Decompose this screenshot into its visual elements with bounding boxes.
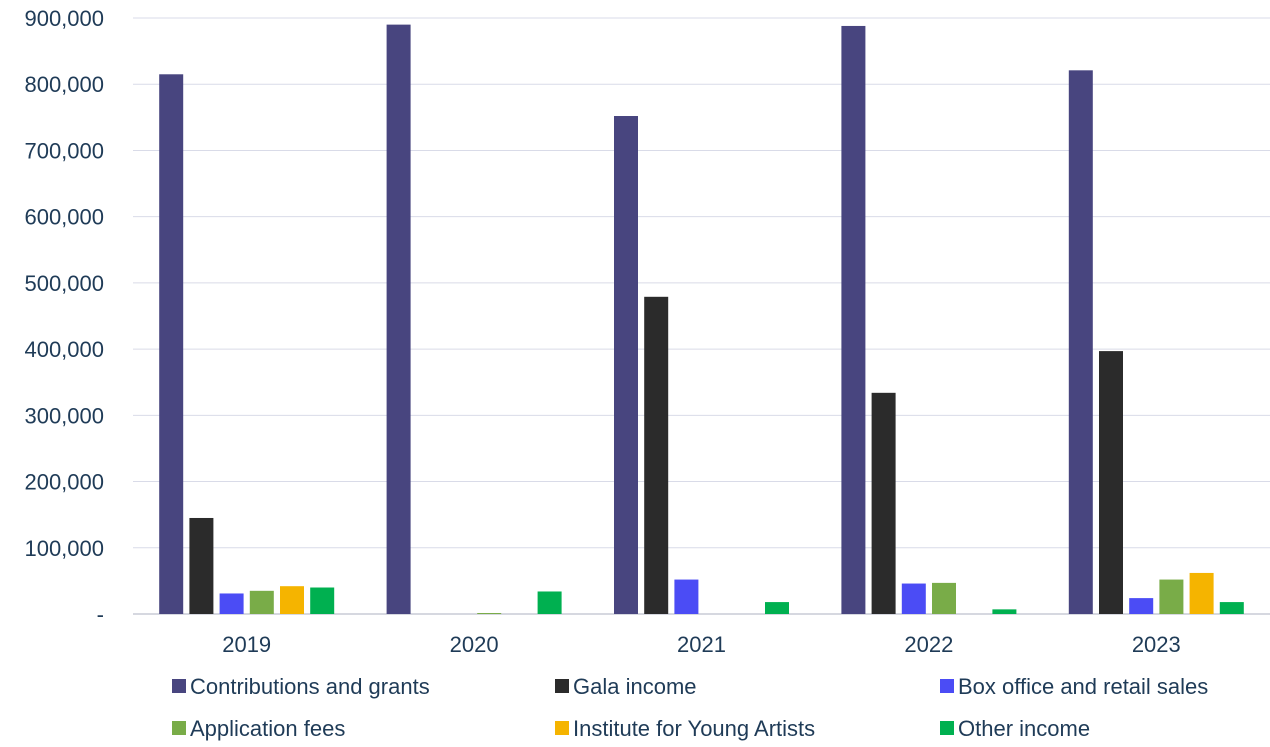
legend-swatch	[172, 679, 186, 693]
bar-2021-contributions-and-grants	[614, 116, 638, 614]
legend-item: Institute for Young Artists	[555, 716, 815, 741]
legend-label: Box office and retail sales	[958, 674, 1208, 699]
legend-item: Contributions and grants	[172, 674, 430, 699]
y-tick-label: 500,000	[24, 271, 104, 296]
y-tick-label: 200,000	[24, 470, 104, 495]
bar-2023-box-office-and-retail-sales	[1129, 598, 1154, 614]
legend-item: Gala income	[555, 674, 697, 699]
bar-2023-other-income	[1219, 602, 1244, 614]
bar-2022-application-fees	[932, 582, 956, 614]
legend-swatch	[940, 721, 954, 735]
y-tick-label: 100,000	[24, 536, 104, 561]
legend-label: Contributions and grants	[190, 674, 430, 699]
bars	[159, 24, 1244, 615]
y-tick-label: 700,000	[24, 138, 104, 163]
x-tick-label: 2020	[450, 632, 499, 657]
bar-2019-other-income	[310, 587, 335, 614]
bar-2022-box-office-and-retail-sales	[901, 583, 926, 614]
legend-item: Box office and retail sales	[940, 674, 1208, 699]
bar-2023-institute-for-young-artists	[1189, 572, 1214, 614]
bar-2021-box-office-and-retail-sales	[674, 579, 699, 614]
bar-2019-gala-income	[189, 517, 214, 614]
legend-label: Application fees	[190, 716, 345, 741]
y-tick-label: 300,000	[24, 403, 104, 428]
bar-2020-other-income	[537, 591, 562, 614]
bar-2020-contributions-and-grants	[386, 24, 411, 615]
bar-2022-contributions-and-grants	[841, 25, 866, 614]
y-axis-ticks: - 100,000 200,000 300,000 400,000 500,000 600,…	[24, 6, 104, 627]
bar-2019-application-fees	[249, 590, 274, 614]
bar-2019-contributions-and-grants	[159, 74, 184, 615]
legend-label: Other income	[958, 716, 1090, 741]
bar-2020-application-fees	[477, 613, 502, 614]
y-tick-label: -	[97, 602, 104, 627]
legend-item: Application fees	[172, 716, 345, 741]
bar-2023-application-fees	[1159, 579, 1184, 614]
x-axis-ticks: 2019 2020 2021 2022 2023	[222, 632, 1181, 657]
x-tick-label: 2022	[904, 632, 953, 657]
legend-swatch	[940, 679, 954, 693]
bar-2023-contributions-and-grants	[1068, 70, 1093, 614]
legend-item: Other income	[940, 716, 1090, 741]
x-tick-label: 2021	[677, 632, 726, 657]
bar-2019-box-office-and-retail-sales	[219, 593, 244, 614]
bar-2019-institute-for-young-artists	[280, 586, 304, 614]
legend-label: Institute for Young Artists	[573, 716, 815, 741]
bar-2022-gala-income	[871, 392, 896, 614]
legend-label: Gala income	[573, 674, 697, 699]
x-tick-label: 2023	[1132, 632, 1181, 657]
bar-2021-other-income	[765, 602, 789, 614]
bar-2023-gala-income	[1099, 351, 1123, 614]
y-tick-label: 800,000	[24, 72, 104, 97]
y-tick-label: 900,000	[24, 6, 104, 31]
y-tick-label: 400,000	[24, 337, 104, 362]
y-tick-label: 600,000	[24, 205, 104, 230]
bar-2022-other-income	[992, 609, 1017, 614]
legend-swatch	[172, 721, 186, 735]
legend: Contributions and grants Gala income Box o…	[172, 674, 1208, 741]
x-tick-label: 2019	[222, 632, 271, 657]
legend-swatch	[555, 679, 569, 693]
legend-swatch	[555, 721, 569, 735]
bar-2021-gala-income	[644, 296, 669, 614]
